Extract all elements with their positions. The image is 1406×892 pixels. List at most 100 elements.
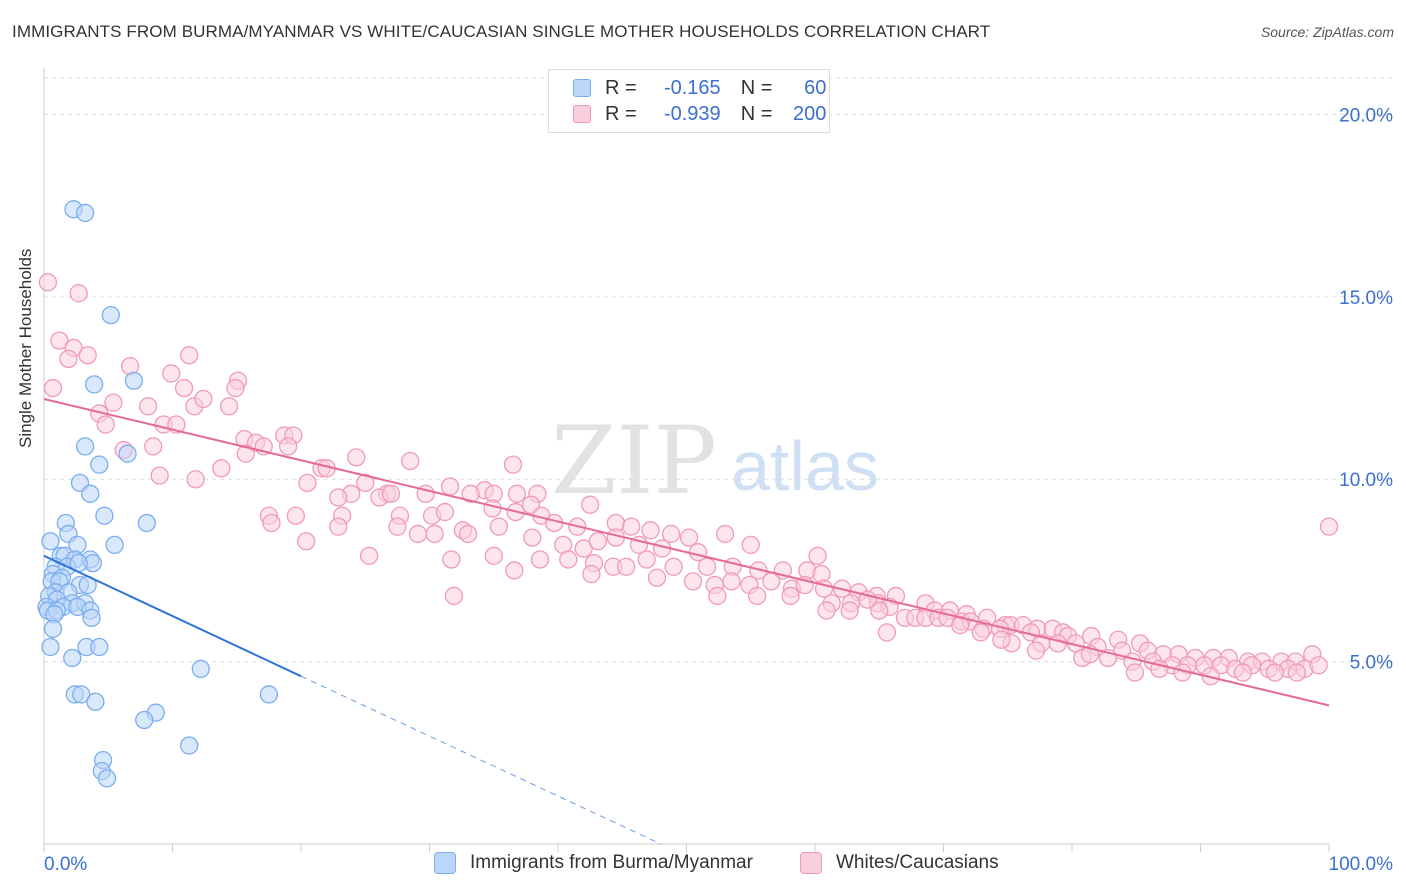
data-point-whites	[408, 524, 428, 544]
data-point-whites	[347, 448, 366, 467]
data-point-whites	[1125, 663, 1145, 682]
data-point-whites	[641, 521, 660, 540]
data-point-whites	[622, 517, 641, 536]
data-point-whites	[748, 586, 767, 606]
chart-title: IMMIGRANTS FROM BURMA/MYANMAR VS WHITE/C…	[12, 22, 991, 41]
data-point-whites	[661, 524, 681, 544]
data-point-whites	[870, 601, 889, 620]
data-point-burma	[95, 506, 114, 525]
data-point-whites	[442, 550, 461, 569]
data-point-whites	[262, 513, 281, 533]
data-point-whites	[683, 572, 703, 591]
legend-r-value: -0.165	[663, 76, 721, 99]
data-point-whites	[503, 455, 523, 474]
data-point-whites	[38, 273, 58, 292]
data-point-whites	[559, 550, 578, 569]
data-point-whites	[616, 557, 636, 576]
data-point-whites	[762, 572, 781, 591]
data-point-whites	[808, 546, 827, 565]
bottom-legend-label-burma: Immigrants from Burma/Myanmar	[470, 852, 753, 873]
data-point-whites	[186, 470, 205, 489]
data-point-whites	[286, 506, 306, 525]
bottom-legend: Immigrants from Burma/Myanmar Whites/Cau…	[0, 852, 1406, 878]
data-point-whites	[971, 623, 990, 642]
data-point-whites	[722, 572, 741, 591]
series-burma-points	[37, 200, 279, 788]
data-point-whites	[144, 437, 163, 456]
data-point-whites	[523, 528, 542, 547]
data-point-burma	[43, 619, 63, 638]
legend-row-burma: R = -0.165 N = 60	[573, 76, 826, 100]
data-point-whites	[588, 532, 607, 551]
series-whites-points	[38, 273, 1339, 686]
data-point-burma	[75, 203, 95, 223]
data-point-whites	[458, 524, 478, 544]
legend-n-label: N =	[740, 76, 773, 99]
legend-r-value: -0.939	[663, 102, 721, 125]
legend-row-whites: R = -0.939 N = 200	[573, 102, 826, 126]
watermark: ZIP atlas	[551, 407, 879, 516]
data-point-whites	[580, 495, 600, 514]
data-point-whites	[236, 444, 255, 463]
y-tick-label: 10.0%	[1339, 470, 1393, 491]
legend-swatch-whites	[573, 105, 591, 123]
data-point-whites	[278, 437, 298, 456]
data-point-burma	[97, 769, 117, 788]
data-point-whites	[679, 528, 699, 547]
data-point-whites	[359, 546, 379, 565]
data-point-burma	[81, 484, 100, 503]
data-point-whites	[484, 546, 503, 565]
data-point-whites	[381, 484, 401, 503]
data-point-whites	[637, 550, 656, 569]
data-point-whites	[817, 601, 836, 620]
legend-swatch-burma	[573, 79, 591, 97]
data-point-whites	[440, 477, 460, 496]
data-point-burma	[41, 637, 60, 657]
data-point-burma	[84, 375, 104, 394]
data-point-whites	[1287, 663, 1307, 682]
data-point-whites	[194, 389, 213, 409]
data-point-whites	[507, 484, 527, 503]
data-point-whites	[425, 524, 444, 544]
data-point-whites	[461, 484, 480, 503]
data-point-whites	[697, 557, 717, 576]
data-point-whites	[296, 532, 316, 551]
data-point-whites	[1048, 634, 1068, 653]
legend-n-label: N =	[740, 102, 773, 125]
data-point-whites	[212, 459, 231, 478]
data-point-burma	[72, 685, 91, 704]
data-point-whites	[1026, 641, 1046, 660]
data-point-burma	[191, 659, 210, 679]
data-point-whites	[150, 466, 169, 485]
data-point-burma	[180, 736, 199, 755]
data-point-whites	[329, 517, 348, 536]
data-point-burma	[75, 437, 95, 456]
data-point-whites	[226, 378, 245, 398]
y-tick-label: 5.0%	[1350, 653, 1393, 674]
data-point-whites	[356, 473, 375, 493]
data-point-burma	[137, 513, 156, 533]
source-label: Source: ZipAtlas.com	[1260, 24, 1394, 40]
data-point-whites	[715, 524, 735, 544]
data-point-whites	[388, 517, 407, 536]
data-point-burma	[135, 710, 154, 730]
x-tick-label: 0.0%	[44, 854, 87, 875]
data-point-burma	[90, 637, 109, 657]
data-point-whites	[1309, 656, 1328, 675]
bottom-legend-swatch-whites	[800, 852, 822, 874]
stats-legend: R = -0.165 N = 60 R = -0.939 N = 200	[548, 69, 830, 133]
y-axis-label: Single Mother Households	[16, 248, 35, 448]
data-point-whites	[1233, 663, 1253, 682]
data-point-whites	[483, 499, 502, 518]
data-point-whites	[162, 364, 181, 383]
data-point-whites	[992, 630, 1011, 649]
data-point-whites	[1319, 517, 1339, 536]
data-point-whites	[530, 550, 550, 569]
trend-line-burma	[43, 554, 302, 678]
data-point-whites	[1265, 663, 1285, 682]
data-point-whites	[435, 502, 455, 522]
data-point-burma	[82, 608, 101, 627]
data-point-burma	[124, 371, 144, 390]
watermark-zip: ZIP	[551, 407, 717, 516]
data-point-whites	[741, 535, 760, 555]
